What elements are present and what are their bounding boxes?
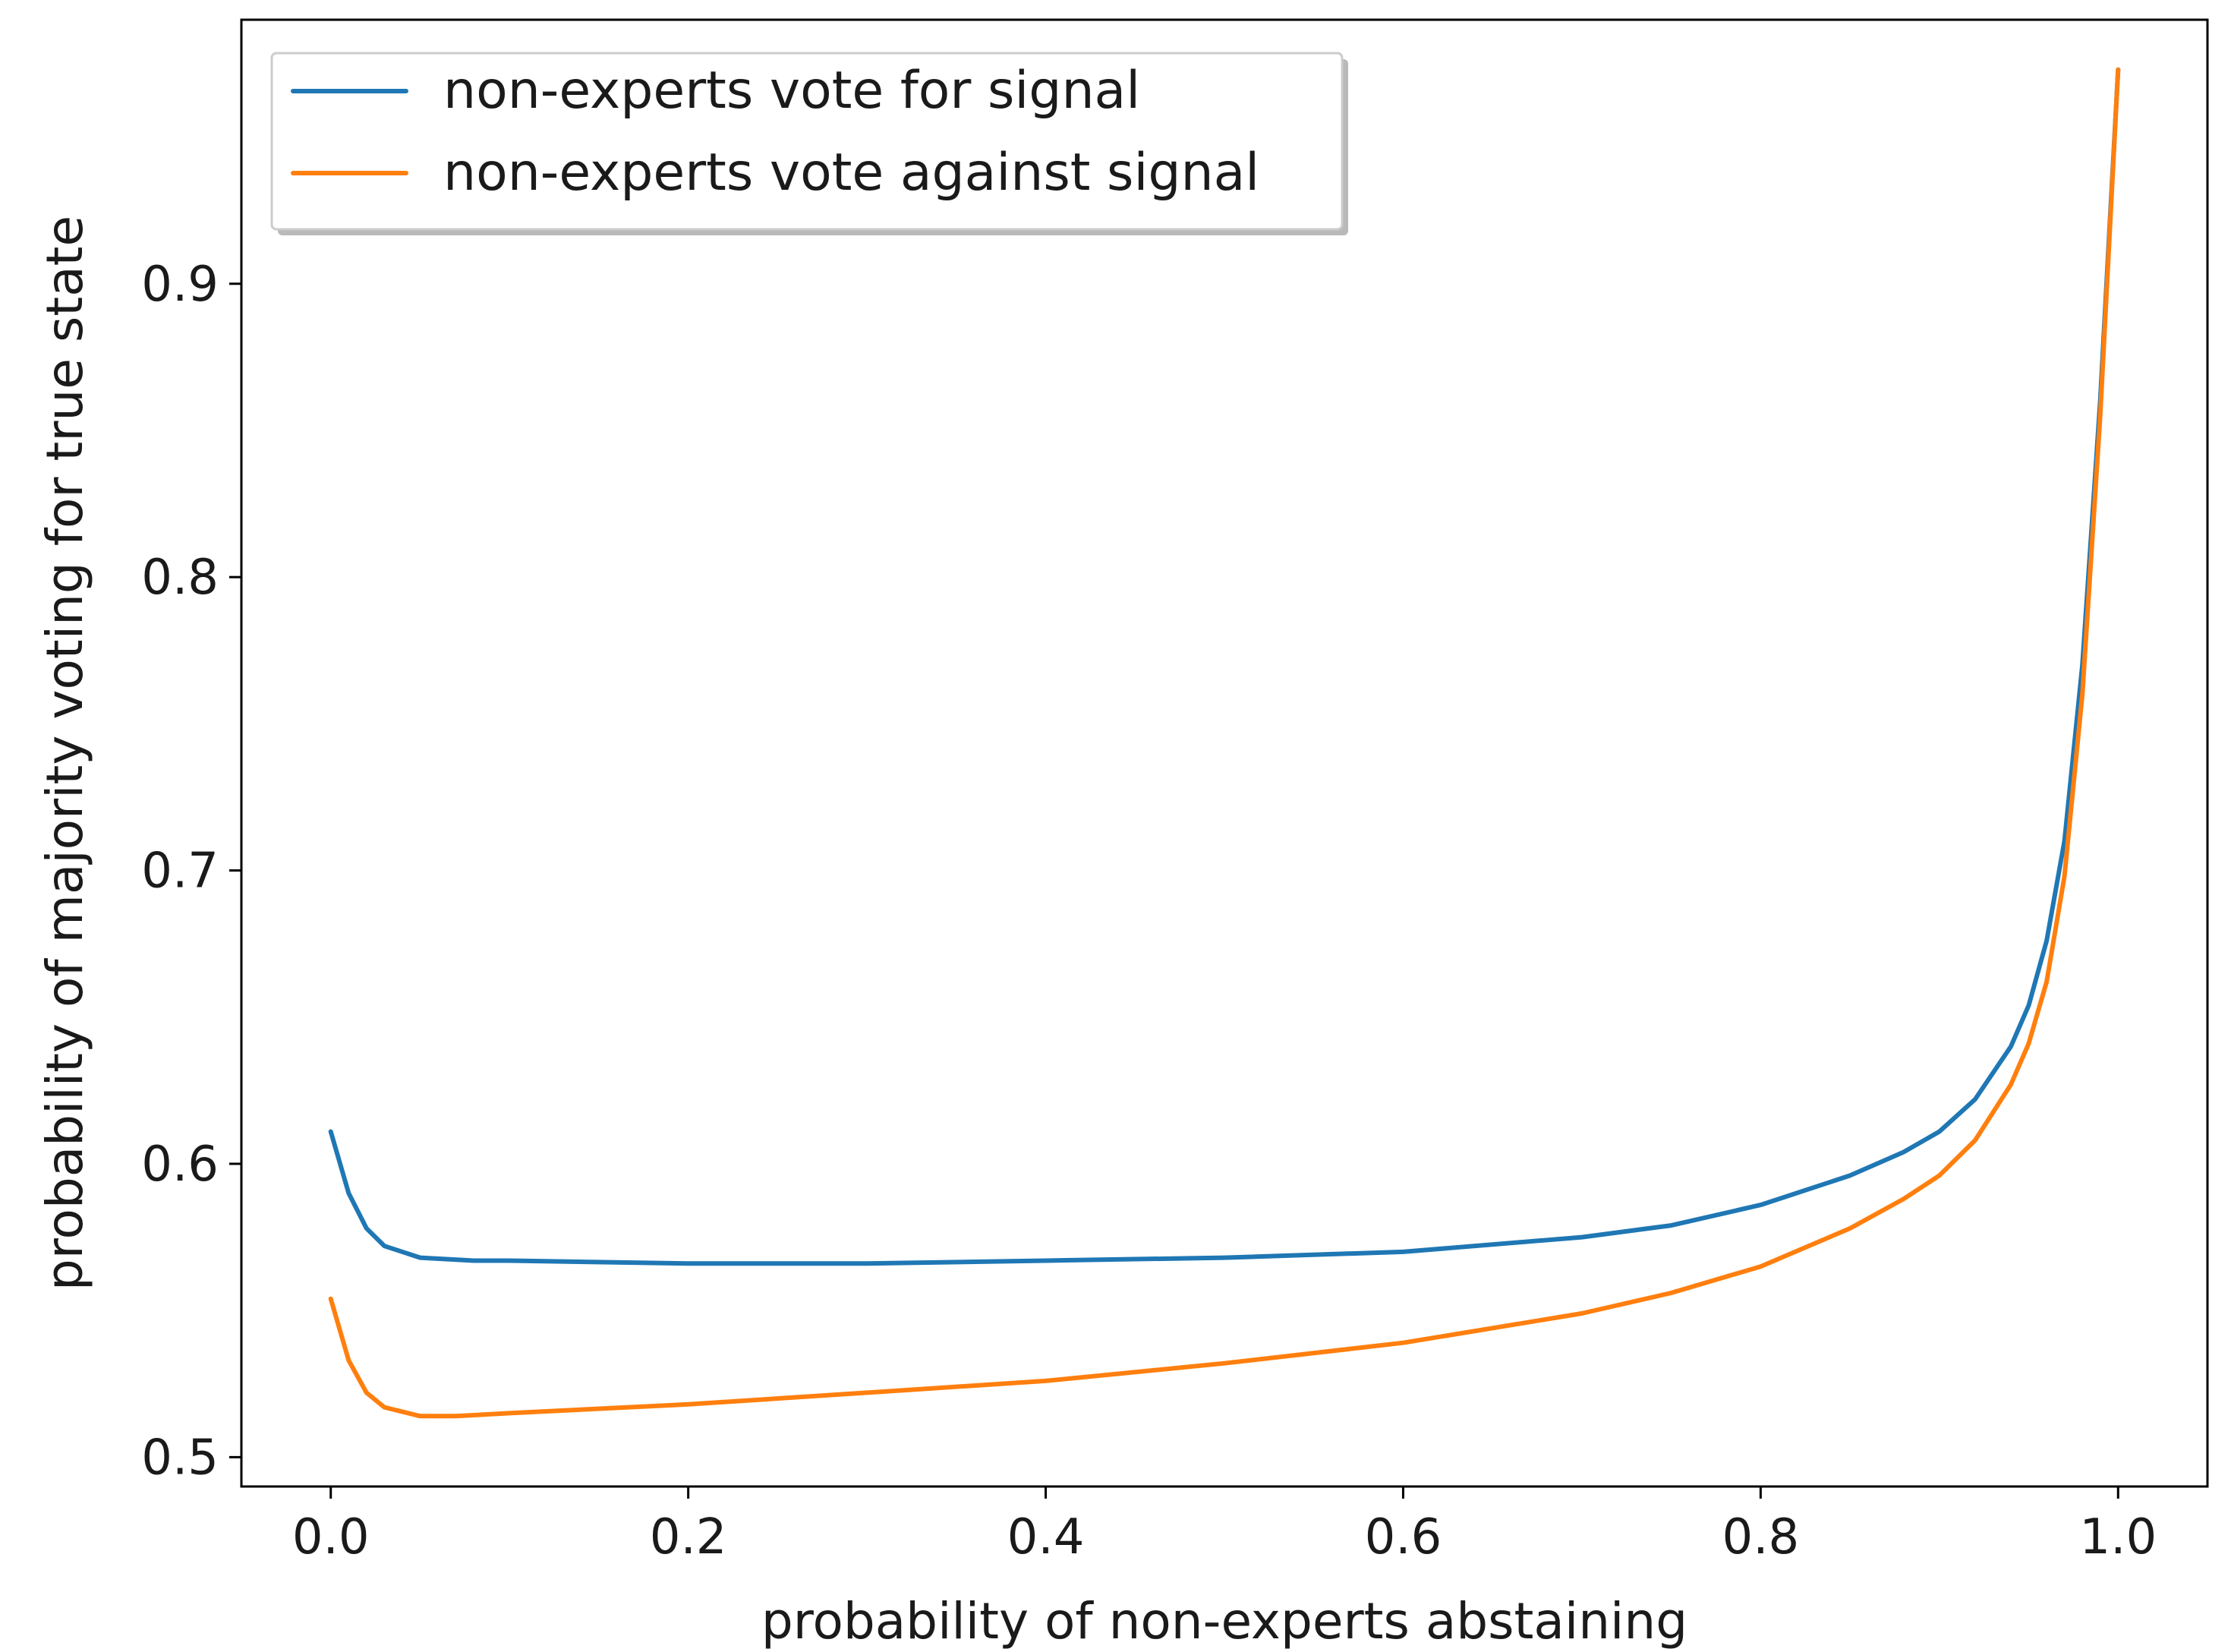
plot-frame	[240, 18, 2209, 1488]
y-tick-label: 0.9	[141, 257, 219, 313]
x-axis-label: probability of non-experts abstaining	[761, 1592, 1687, 1650]
series-line-vote-for-signal	[328, 67, 2121, 1266]
x-axis: 0.0 0.2 0.4 0.6 0.8 1.0	[292, 1486, 2157, 1565]
y-tick-label: 0.5	[141, 1430, 219, 1486]
x-tick-label: 0.0	[292, 1509, 370, 1565]
x-tick-label: 1.0	[2079, 1509, 2157, 1565]
x-tick-label: 0.8	[1722, 1509, 1799, 1565]
y-axis-label: probability of majority voting for true …	[36, 216, 94, 1291]
legend-label-vote-against-signal: non-experts vote against signal	[443, 143, 1259, 203]
x-tick-label: 0.6	[1365, 1509, 1442, 1565]
series-layer	[328, 67, 2121, 1419]
y-tick-label: 0.7	[141, 843, 219, 900]
legend-box	[270, 52, 1344, 231]
legend: non-experts vote for signal non-experts …	[270, 52, 1348, 235]
legend-label-vote-for-signal: non-experts vote for signal	[443, 61, 1140, 121]
x-tick-label: 0.4	[1007, 1509, 1085, 1565]
series-line-vote-against-signal	[328, 67, 2121, 1419]
x-tick-label: 0.2	[650, 1509, 727, 1565]
y-tick-label: 0.6	[141, 1137, 219, 1193]
y-tick-label: 0.8	[141, 550, 219, 606]
y-axis: 0.5 0.6 0.7 0.8 0.9	[141, 257, 241, 1486]
